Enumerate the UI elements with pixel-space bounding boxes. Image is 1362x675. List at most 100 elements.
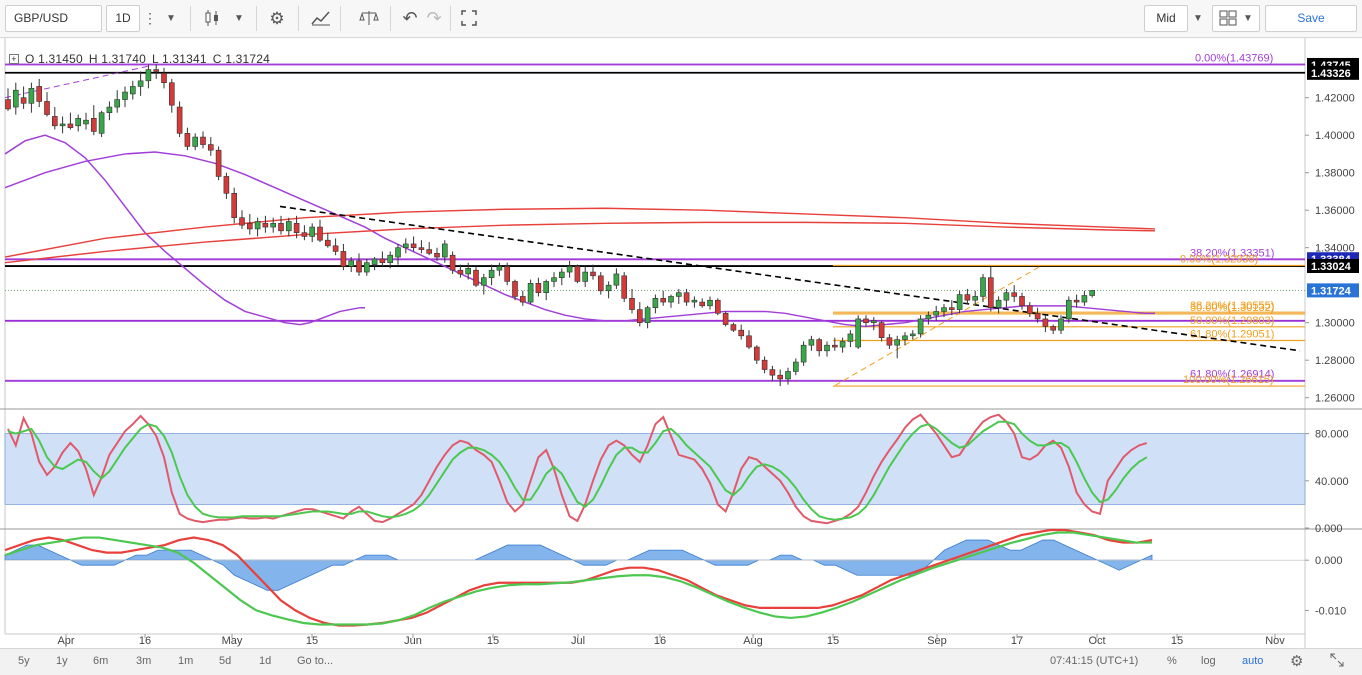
candle-body xyxy=(1050,326,1056,331)
range-1m[interactable]: 1m xyxy=(178,655,194,667)
y-tick-label: 1.28000 xyxy=(1315,355,1355,367)
candle-body xyxy=(660,298,667,303)
range-1y[interactable]: 1y xyxy=(56,655,68,667)
candle-body xyxy=(441,243,448,258)
style-dropdown-icon[interactable]: ▼ xyxy=(234,13,244,24)
fullscreen-icon[interactable] xyxy=(455,5,483,32)
y-tick-label: 1.34000 xyxy=(1315,243,1355,255)
candle-body xyxy=(878,322,885,338)
candle-body xyxy=(644,307,651,323)
macd-line xyxy=(4,531,1152,626)
candle-body xyxy=(504,266,511,282)
range-3m[interactable]: 3m xyxy=(136,655,152,667)
candle-body xyxy=(894,339,901,346)
go-to-date[interactable]: Go to... xyxy=(297,655,334,667)
range-6m[interactable]: 6m xyxy=(93,655,109,667)
range-5y[interactable]: 5y xyxy=(18,655,30,667)
expand-legend-icon[interactable]: + xyxy=(9,54,19,64)
y-tick-label: -0.010 xyxy=(1315,605,1346,617)
moving-average-line xyxy=(4,221,1156,264)
candle-body xyxy=(379,258,386,263)
candle-body xyxy=(293,223,300,233)
price-mode-select[interactable]: Mid xyxy=(1144,5,1188,32)
candle-body xyxy=(738,329,745,337)
gear-icon[interactable]: ⚙ xyxy=(1290,653,1304,670)
fullscreen-icon[interactable] xyxy=(1330,653,1344,670)
y-tick-label: 0.000 xyxy=(1315,523,1343,535)
indicators-icon[interactable] xyxy=(307,5,335,32)
candle-body xyxy=(621,275,628,299)
chart-background xyxy=(0,38,1362,648)
price-mode-label: Mid xyxy=(1156,11,1176,25)
candle-body xyxy=(1081,295,1088,303)
layout-button[interactable]: ▼ xyxy=(1212,5,1260,32)
fib-level-label: 38.20%(1.30555) xyxy=(1190,300,1274,312)
candle-body xyxy=(301,232,308,237)
fib-level-label: 100.00%(1.26615) xyxy=(1183,374,1274,386)
percent-scale-toggle[interactable]: % xyxy=(1167,655,1177,667)
y-tick-label: 1.36000 xyxy=(1315,205,1355,217)
auto-scale-toggle[interactable]: auto xyxy=(1242,655,1264,667)
range-1d[interactable]: 1d xyxy=(259,655,272,667)
candle-body xyxy=(683,292,690,303)
x-tick-label: 15 xyxy=(1171,635,1183,647)
candle-style-icon[interactable] xyxy=(198,5,226,32)
y-tick-label: 1.38000 xyxy=(1315,168,1355,180)
candle-body xyxy=(465,268,472,275)
layout-dropdown-icon: ▼ xyxy=(1243,13,1253,24)
save-button[interactable]: Save xyxy=(1265,5,1357,32)
x-tick-label: May xyxy=(222,635,243,647)
macd-histogram-area xyxy=(4,539,1153,591)
compare-icon[interactable] xyxy=(355,5,383,32)
ohlc-legend: + O 1.31450 H 1.31740 L 1.31341 C 1.31724 xyxy=(9,52,276,66)
log-scale-toggle[interactable]: log xyxy=(1201,655,1216,667)
candle-body xyxy=(886,337,893,346)
interval-button[interactable]: 1D xyxy=(106,5,140,32)
candle-body xyxy=(870,320,877,323)
candle-body xyxy=(902,335,908,340)
candle-body xyxy=(636,309,643,323)
gear-icon[interactable]: ⚙ xyxy=(269,9,285,28)
candle-body xyxy=(1058,318,1064,331)
candle-body xyxy=(278,223,284,232)
candle-body xyxy=(254,221,261,230)
separator xyxy=(390,6,391,31)
candle-body xyxy=(839,341,846,348)
candle-body xyxy=(574,266,581,282)
candle-body xyxy=(855,318,862,348)
candle-body xyxy=(980,277,986,297)
price-mode-dropdown-icon[interactable]: ▼ xyxy=(1193,13,1203,24)
candle-body xyxy=(176,106,183,134)
x-tick-label: Nov xyxy=(1265,635,1285,647)
more-intervals-icon[interactable]: ⋮ xyxy=(143,10,157,26)
range-5d[interactable]: 5d xyxy=(219,655,232,667)
candle-body xyxy=(192,136,198,147)
candle-body xyxy=(59,123,66,127)
oscillator-line xyxy=(7,413,1148,525)
price-label-bg xyxy=(1307,258,1359,273)
candle-body xyxy=(816,339,823,352)
candle-body xyxy=(91,118,97,132)
candle-body xyxy=(239,217,245,226)
candle-body xyxy=(847,333,854,342)
candle-body xyxy=(1042,318,1049,327)
candle-body xyxy=(1003,292,1010,301)
candle-body xyxy=(496,266,503,271)
undo-icon[interactable]: ↶ xyxy=(402,8,418,28)
symbol-label: GBP/USD xyxy=(14,11,69,25)
candle-body xyxy=(824,344,830,352)
symbol-input[interactable]: GBP/USD xyxy=(5,5,102,32)
price-label: 1.33024 xyxy=(1311,261,1352,273)
overbought-oversold-band xyxy=(4,433,1306,505)
moving-average-line xyxy=(4,207,1156,258)
x-tick-label: Sep xyxy=(927,635,947,647)
redo-icon[interactable]: ↷ xyxy=(426,8,442,28)
open-value: O 1.31450 xyxy=(25,52,83,66)
separator xyxy=(450,6,451,31)
fib-level-label: 61.80%(1.26914) xyxy=(1190,369,1274,381)
interval-dropdown-icon[interactable]: ▼ xyxy=(166,13,176,24)
chart-area[interactable]: 1.42000 1.40000 1.38000 1.36000 1.34000 1.300… xyxy=(0,38,1362,648)
close-value: C 1.31724 xyxy=(212,52,270,66)
y-tick-label: 40.000 xyxy=(1315,476,1349,488)
candle-body xyxy=(270,223,277,228)
